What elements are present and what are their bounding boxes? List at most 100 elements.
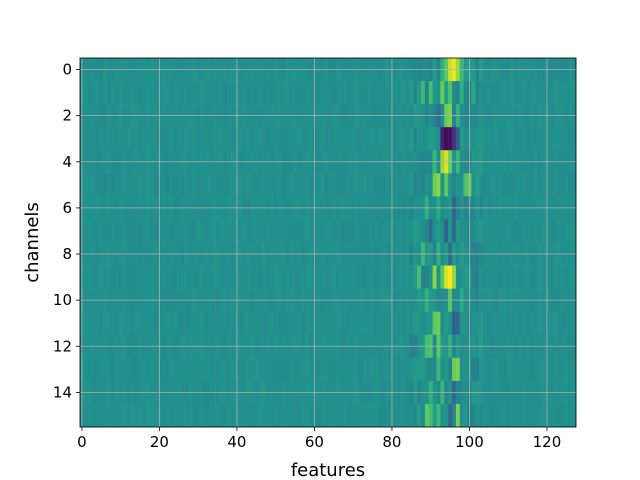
heatmap-cell [304, 127, 309, 151]
heatmap-cell [165, 219, 170, 243]
heatmap-cell [200, 265, 205, 289]
heatmap-cell [328, 81, 333, 105]
heatmap-cell [572, 219, 577, 243]
heatmap-cell [297, 173, 302, 197]
heatmap-cell [494, 265, 499, 289]
heatmap-cell [300, 173, 306, 197]
heatmap-cell [95, 173, 100, 197]
heatmap-cell [552, 311, 557, 336]
heatmap-cell [440, 357, 445, 382]
heatmap-cell [444, 127, 449, 151]
heatmap-cell [405, 127, 410, 151]
heatmap-cell [409, 403, 414, 428]
heatmap-cell [421, 357, 426, 382]
heatmap-cell [95, 311, 100, 336]
heatmap-cell [204, 127, 209, 151]
heatmap-cell [215, 81, 220, 105]
heatmap-cell [196, 81, 201, 105]
heatmap-cell [173, 265, 178, 289]
heatmap-cell [428, 81, 433, 105]
x-axis-ticks: 0 20 40 60 80 100 120 [77, 427, 561, 451]
heatmap-cell [215, 311, 220, 336]
heatmap-cell [122, 311, 127, 336]
heatmap-cell [145, 357, 151, 382]
heatmap-cell [370, 173, 375, 197]
heatmap-cell [502, 81, 507, 105]
heatmap-cell [308, 81, 313, 105]
heatmap-cell [134, 219, 139, 243]
x-tick-label: 40 [227, 433, 246, 451]
heatmap-cell [192, 127, 197, 151]
heatmap-cell [308, 219, 313, 243]
heatmap-cell [316, 173, 321, 197]
y-tick-label: 6 [62, 199, 72, 217]
heatmap-cell [219, 219, 224, 243]
heatmap-cell [91, 311, 96, 336]
heatmap-cell [572, 173, 577, 197]
heatmap-cell [324, 219, 329, 243]
heatmap-cell [142, 219, 147, 243]
heatmap-cell [114, 311, 120, 336]
heatmap-cell [572, 265, 577, 289]
heatmap-cell [552, 219, 557, 243]
heatmap-cell [355, 311, 360, 336]
heatmap-cell [448, 81, 453, 105]
heatmap-cell [397, 127, 402, 151]
heatmap-cell [471, 265, 476, 289]
heatmap-cell [262, 311, 267, 336]
heatmap-cell [223, 81, 228, 105]
heatmap-cell [285, 403, 290, 428]
heatmap-cell [250, 81, 255, 105]
heatmap-cell [188, 173, 193, 197]
heatmap-cell [254, 219, 259, 243]
heatmap-cell [87, 173, 92, 197]
heatmap-cell [300, 127, 306, 151]
heatmap-cell [343, 219, 348, 243]
heatmap-cell [486, 265, 492, 289]
x-tick-label: 20 [150, 433, 169, 451]
heatmap-cell [130, 219, 135, 243]
heatmap-cell [521, 265, 526, 289]
heatmap-cell [297, 265, 302, 289]
heatmap-cell [436, 265, 441, 289]
heatmap-cell [231, 265, 236, 289]
heatmap-cell [339, 219, 344, 243]
heatmap-cell [483, 219, 488, 243]
heatmap-cell [428, 173, 433, 197]
heatmap-cell [103, 265, 108, 289]
heatmap-cell [362, 127, 368, 151]
heatmap-cell [227, 357, 232, 382]
heatmap-cell [506, 311, 511, 336]
heatmap-cell [207, 265, 213, 289]
heatmap-cell [452, 81, 457, 105]
heatmap-cell [126, 173, 131, 197]
heatmap-cell [99, 81, 104, 105]
heatmap-cell [494, 173, 499, 197]
heatmap-cell [215, 265, 220, 289]
heatmap-cell [91, 403, 96, 428]
heatmap-cell [149, 81, 154, 105]
heatmap-cell [463, 357, 468, 382]
heatmap-cell [366, 265, 371, 289]
heatmap-cell [556, 357, 561, 382]
heatmap-cell [246, 219, 251, 243]
heatmap-cell [107, 357, 112, 382]
heatmap-cell [486, 219, 492, 243]
heatmap-cell [111, 265, 116, 289]
heatmap-cell [506, 357, 511, 382]
heatmap-cell [529, 311, 534, 336]
heatmap-cell [568, 403, 573, 428]
heatmap-cell [269, 265, 275, 289]
heatmap-cell [142, 311, 147, 336]
heatmap-cell [510, 219, 515, 243]
heatmap-cell [521, 357, 526, 382]
heatmap-cell [149, 403, 154, 428]
heatmap-cell [366, 173, 371, 197]
heatmap-cell [448, 265, 453, 289]
heatmap-cell [165, 357, 170, 382]
heatmap-cell [421, 173, 426, 197]
heatmap-cell [145, 311, 151, 336]
heatmap-cell [483, 265, 488, 289]
heatmap-cell [533, 127, 538, 151]
heatmap-cell [335, 219, 340, 243]
